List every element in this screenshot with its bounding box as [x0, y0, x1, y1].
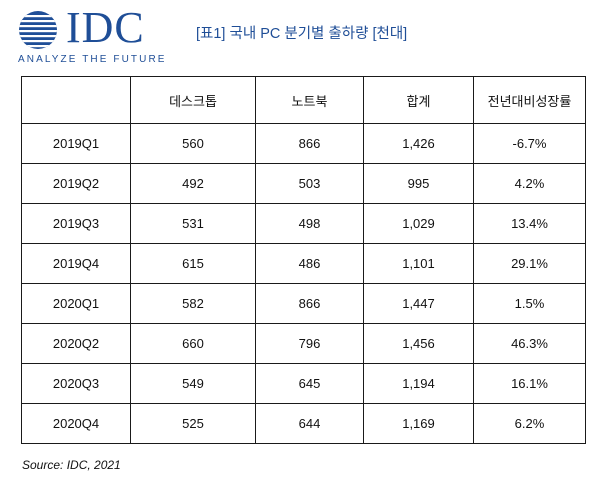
notebook-cell: 645: [255, 363, 364, 404]
notebook-cell: 503: [255, 163, 364, 204]
quarter-cell: 2019Q3: [21, 203, 131, 244]
notebook-cell: 644: [255, 403, 364, 444]
desktop-cell: 615: [130, 243, 256, 284]
desktop-cell: 560: [130, 123, 256, 164]
table-row: 2020Q4 525 644 1,169 6.2%: [21, 403, 586, 444]
header-cell-notebook: 노트북: [255, 76, 364, 124]
desktop-cell: 549: [130, 363, 256, 404]
header-cell-total: 합계: [363, 76, 474, 124]
logo-tagline: ANALYZE THE FUTURE: [18, 54, 167, 65]
idc-logo: IDC ANALYZE THE FUTURE: [12, 3, 172, 68]
total-cell: 1,447: [363, 283, 474, 324]
total-cell: 1,194: [363, 363, 474, 404]
notebook-cell: 486: [255, 243, 364, 284]
quarter-cell: 2020Q1: [21, 283, 131, 324]
table-row: 2019Q3 531 498 1,029 13.4%: [21, 203, 586, 244]
notebook-cell: 498: [255, 203, 364, 244]
notebook-cell: 866: [255, 283, 364, 324]
desktop-cell: 525: [130, 403, 256, 444]
growth-cell: -6.7%: [473, 123, 586, 164]
total-cell: 1,456: [363, 323, 474, 364]
notebook-cell: 796: [255, 323, 364, 364]
quarter-cell: 2019Q2: [21, 163, 131, 204]
table-row: 2019Q4 615 486 1,101 29.1%: [21, 243, 586, 284]
header-cell-quarter: [21, 76, 131, 124]
growth-cell: 13.4%: [473, 203, 586, 244]
total-cell: 1,101: [363, 243, 474, 284]
header-cell-desktop: 데스크톱: [130, 76, 256, 124]
quarter-cell: 2020Q4: [21, 403, 131, 444]
desktop-cell: 531: [130, 203, 256, 244]
growth-cell: 16.1%: [473, 363, 586, 404]
quarter-cell: 2020Q3: [21, 363, 131, 404]
header-cell-growth: 전년대비성장률: [473, 76, 586, 124]
logo-wordmark: IDC: [66, 3, 145, 52]
growth-cell: 6.2%: [473, 403, 586, 444]
growth-cell: 29.1%: [473, 243, 586, 284]
total-cell: 995: [363, 163, 474, 204]
desktop-cell: 492: [130, 163, 256, 204]
table-title: [표1] 국내 PC 분기별 출하량 [천대]: [196, 26, 408, 42]
source-note: Source: IDC, 2021: [22, 458, 121, 472]
quarter-cell: 2019Q4: [21, 243, 131, 284]
table-row: 2019Q2 492 503 995 4.2%: [21, 163, 586, 204]
growth-cell: 1.5%: [473, 283, 586, 324]
table-row: 2019Q1 560 866 1,426 -6.7%: [21, 123, 586, 164]
header-row: 데스크톱 노트북 합계 전년대비성장률: [21, 76, 586, 124]
table-row: 2020Q2 660 796 1,456 46.3%: [21, 323, 586, 364]
quarter-cell: 2020Q2: [21, 323, 131, 364]
quarter-cell: 2019Q1: [21, 123, 131, 164]
total-cell: 1,426: [363, 123, 474, 164]
globe-icon: [19, 11, 57, 49]
growth-cell: 4.2%: [473, 163, 586, 204]
desktop-cell: 582: [130, 283, 256, 324]
growth-cell: 46.3%: [473, 323, 586, 364]
total-cell: 1,029: [363, 203, 474, 244]
desktop-cell: 660: [130, 323, 256, 364]
notebook-cell: 866: [255, 123, 364, 164]
shipment-table: 데스크톱 노트북 합계 전년대비성장률 2019Q1 560 866 1,426…: [21, 76, 586, 444]
total-cell: 1,169: [363, 403, 474, 444]
table-row: 2020Q3 549 645 1,194 16.1%: [21, 363, 586, 404]
table-row: 2020Q1 582 866 1,447 1.5%: [21, 283, 586, 324]
